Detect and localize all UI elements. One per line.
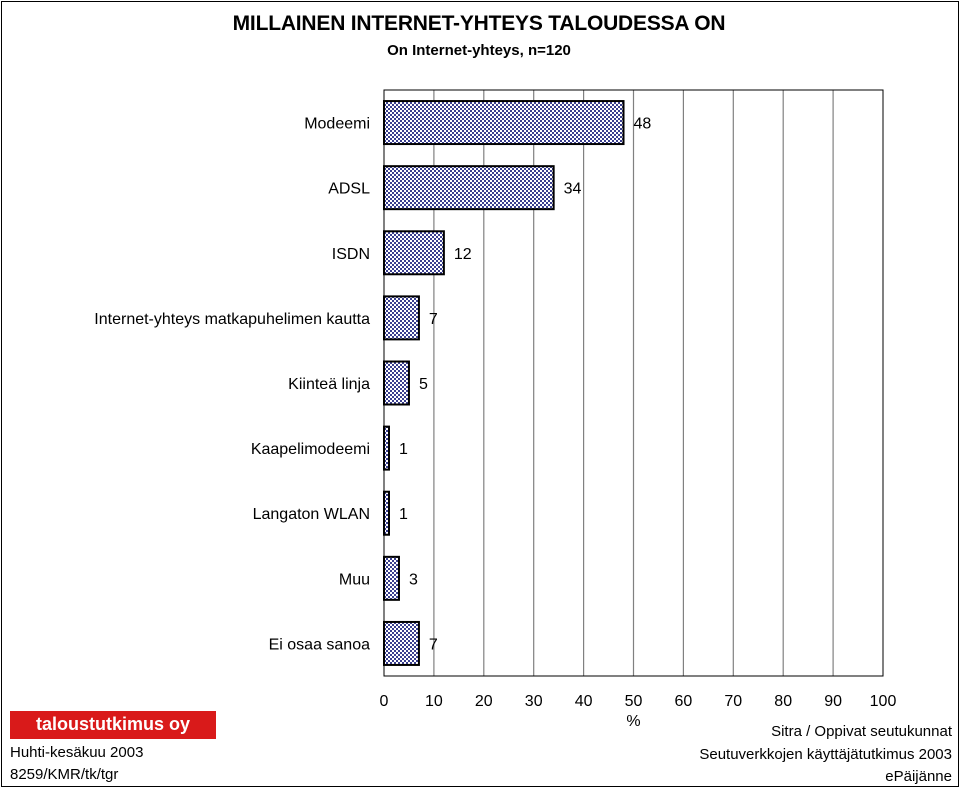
category-label: ISDN xyxy=(332,246,370,263)
data-label: 7 xyxy=(429,311,438,328)
source-line-2: Seutuverkkojen käyttäjätutkimus 2003 xyxy=(699,746,952,763)
data-label: 48 xyxy=(634,116,652,133)
x-tick-labels: 0 10 20 30 40 50 60 70 80 90 100 xyxy=(380,693,897,710)
x-tick-label: 30 xyxy=(525,693,543,710)
data-label: 3 xyxy=(409,571,418,588)
x-tick-label: 50 xyxy=(625,693,643,710)
bar xyxy=(383,165,555,211)
data-label: 34 xyxy=(564,181,582,198)
category-label: Langaton WLAN xyxy=(253,506,370,523)
x-axis-label: % xyxy=(626,713,640,730)
logo-text: taloustutkimus oy xyxy=(35,714,191,734)
x-tick-label: 40 xyxy=(575,693,593,710)
chart-title: MILLAINEN INTERNET-YHTEYS TALOUDESSA ON xyxy=(232,12,726,35)
category-label: Internet-yhteys matkapuhelimen kautta xyxy=(94,311,370,328)
bar xyxy=(383,425,390,471)
x-tick-label: 60 xyxy=(675,693,693,710)
data-label: 7 xyxy=(429,636,438,653)
source-line-1: Sitra / Oppivat seutukunnat xyxy=(771,723,952,740)
gridlines xyxy=(433,90,834,676)
x-tick-label: 10 xyxy=(425,693,443,710)
category-label: Ei osaa sanoa xyxy=(269,636,371,653)
survey-code: 8259/KMR/tk/tgr xyxy=(10,766,119,783)
category-label: Muu xyxy=(339,571,370,588)
data-label: 5 xyxy=(419,376,428,393)
x-tick-label: 90 xyxy=(824,693,842,710)
x-tick-label: 20 xyxy=(475,693,493,710)
source-line-3: ePäijänne xyxy=(885,768,952,785)
data-label: 1 xyxy=(399,441,408,458)
x-tick-label: 0 xyxy=(380,693,389,710)
category-label: Kiinteä linja xyxy=(288,376,370,393)
x-tick-label: 80 xyxy=(774,693,792,710)
category-label: Kaapelimodeemi xyxy=(251,441,370,458)
category-label: ADSL xyxy=(328,181,370,198)
bar xyxy=(383,230,445,276)
bars xyxy=(383,100,625,666)
data-label: 1 xyxy=(399,506,408,523)
bar xyxy=(383,100,625,146)
bar xyxy=(383,555,400,601)
chart-subtitle: On Internet-yhteys, n=120 xyxy=(387,42,571,59)
bar xyxy=(383,360,410,406)
x-tick-label: 70 xyxy=(724,693,742,710)
x-tick-label: 100 xyxy=(870,693,897,710)
value-labels: 48 34 12 7 5 1 1 3 7 xyxy=(399,116,651,654)
bar xyxy=(383,620,420,666)
survey-date: Huhti-kesäkuu 2003 xyxy=(10,744,144,761)
category-label: Modeemi xyxy=(304,116,370,133)
category-labels: Modeemi ADSL ISDN Internet-yhteys matkapuhe… xyxy=(94,116,370,654)
bar xyxy=(383,295,420,341)
company-logo: taloustutkimus oy xyxy=(10,711,216,739)
bar xyxy=(383,490,390,536)
data-label: 12 xyxy=(454,246,472,263)
